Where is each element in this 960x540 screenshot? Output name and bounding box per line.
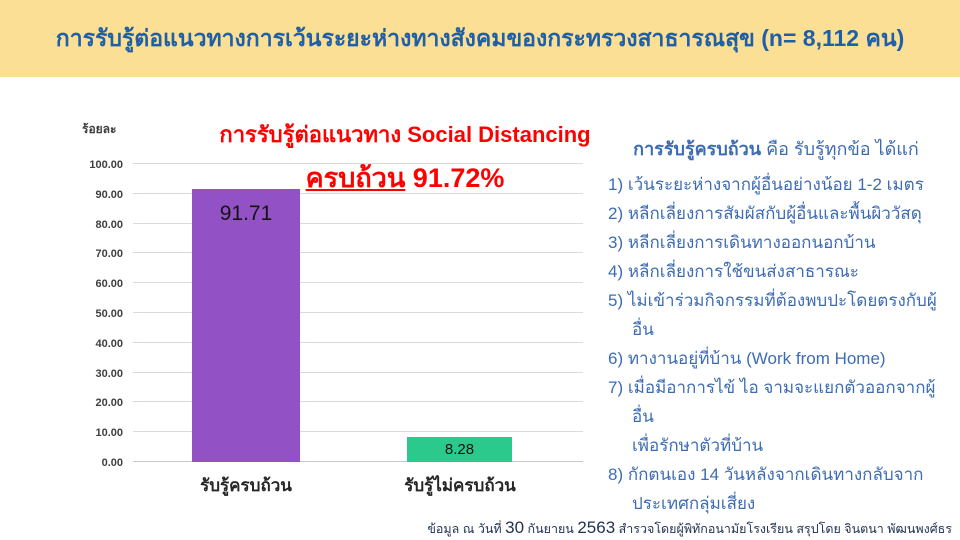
info-list: 1) เว้นระยะห่างจากผู้อื่นอย่างน้อย 1-2 เ… [608, 170, 944, 518]
chart-headline-line2: ครบถ้วน 91.72% [180, 156, 630, 199]
info-item: 3) หลีกเลี่ยงการเดินทางออกนอกบ้าน [608, 233, 876, 252]
headline-percent: 91.72% [405, 163, 505, 194]
gridline [133, 401, 583, 403]
gridline [133, 192, 583, 194]
bar-incomplete: 8.28 [407, 437, 512, 462]
source-note: ข้อมูล ณ วันที่ 30 กันยายน 2563 สำรวจโดย… [427, 518, 952, 539]
gridline [133, 252, 583, 254]
info-item: 2) หลีกเลี่ยงการสัมผัสกับผู้อื่นและพื้นผ… [608, 204, 922, 223]
info-item: 7) เมื่อมีอาการไข้ ไอ จามจะแยกตัวออกจากผ… [608, 378, 936, 455]
chart-headline-line1: การรับรู้ต่อแนวทาง Social Distancing [219, 122, 591, 147]
y-tick-label: 50.00 [95, 308, 123, 320]
info-item: 1) เว้นระยะห่างจากผู้อื่นอย่างน้อย 1-2 เ… [608, 175, 924, 194]
y-tick-label: 60.00 [95, 278, 123, 291]
info-heading-bold: การรับรู้ครบถ้วน [633, 139, 762, 159]
gridline [133, 431, 583, 433]
slide-title: การรับรู้ต่อแนวทางการเว้นระยะห่างทางสังค… [55, 24, 905, 51]
gridline [133, 341, 583, 343]
info-item: 8) กักตนเอง 14 วันหลังจากเดินทางกลับจาก … [608, 465, 924, 513]
source-year: 2563 [577, 518, 616, 537]
gridline [133, 222, 583, 224]
bar-value-incomplete: 8.28 [444, 440, 475, 458]
y-tick-label: 80.00 [95, 218, 123, 231]
y-tick-label: 30.00 [95, 367, 123, 380]
gridline [133, 312, 583, 313]
y-tick-label: 90.00 [95, 188, 123, 201]
y-tick-label: 70.00 [95, 248, 123, 261]
info-item: 4) หลีกเลี่ยงการใช้ขนส่งสาธารณะ [608, 262, 859, 281]
gridline [133, 163, 583, 164]
bar-complete: 91.71 [192, 188, 300, 462]
info-heading: การรับรู้ครบถ้วน คือ รับรู้ทุกข้อ ได้แก่ [608, 134, 944, 163]
gridline [133, 371, 583, 373]
gridline [133, 282, 583, 284]
y-tick-label: 100.00 [89, 159, 123, 171]
info-heading-rest: คือ รับรู้ทุกข้อ ได้แก่ [761, 139, 919, 159]
title-banner: การรับรู้ต่อแนวทางการเว้นระยะห่างทางสังค… [0, 0, 960, 77]
category-label-incomplete: รับรู้ไม่ครบถ้วน [404, 476, 516, 495]
category-label-complete: รับรู้ครบถ้วน [200, 476, 292, 495]
y-tick-label: 0.00 [101, 457, 123, 469]
source-day: 30 [505, 518, 525, 537]
chart-headline: การรับรู้ต่อแนวทาง Social Distancing ครบ… [180, 122, 630, 199]
info-item: 5) ไม่เข้าร่วมกิจกรรมที่ต้องพบปะโดยตรงกั… [608, 291, 937, 339]
gridline [133, 461, 583, 462]
source-text-1: ข้อมูล ณ วันที่ [427, 522, 506, 536]
plot-area: 91.71 8.28 100.00 90.00 80.00 70.00 60.00 50.… [89, 159, 583, 469]
info-panel: การรับรู้ครบถ้วน คือ รับรู้ทุกข้อ ได้แก่… [608, 134, 944, 518]
y-tick-label: 20.00 [95, 397, 123, 410]
y-tick-label: 10.00 [95, 427, 123, 440]
source-text-3: สำรวจโดยผู้พิทักอนามัยโรงเรียน สรุปโดย จ… [615, 522, 952, 536]
y-axis-title: ร้อยละ [82, 122, 117, 136]
headline-underlined-word: ครบถ้วน [305, 163, 406, 194]
info-item: 6) ทางานอยู่ที่บ้าน (Work from Home) [608, 349, 886, 368]
bar-value-complete: 91.71 [219, 201, 273, 225]
source-text-2: กันยายน [524, 522, 578, 536]
y-tick-label: 40.00 [95, 337, 123, 350]
